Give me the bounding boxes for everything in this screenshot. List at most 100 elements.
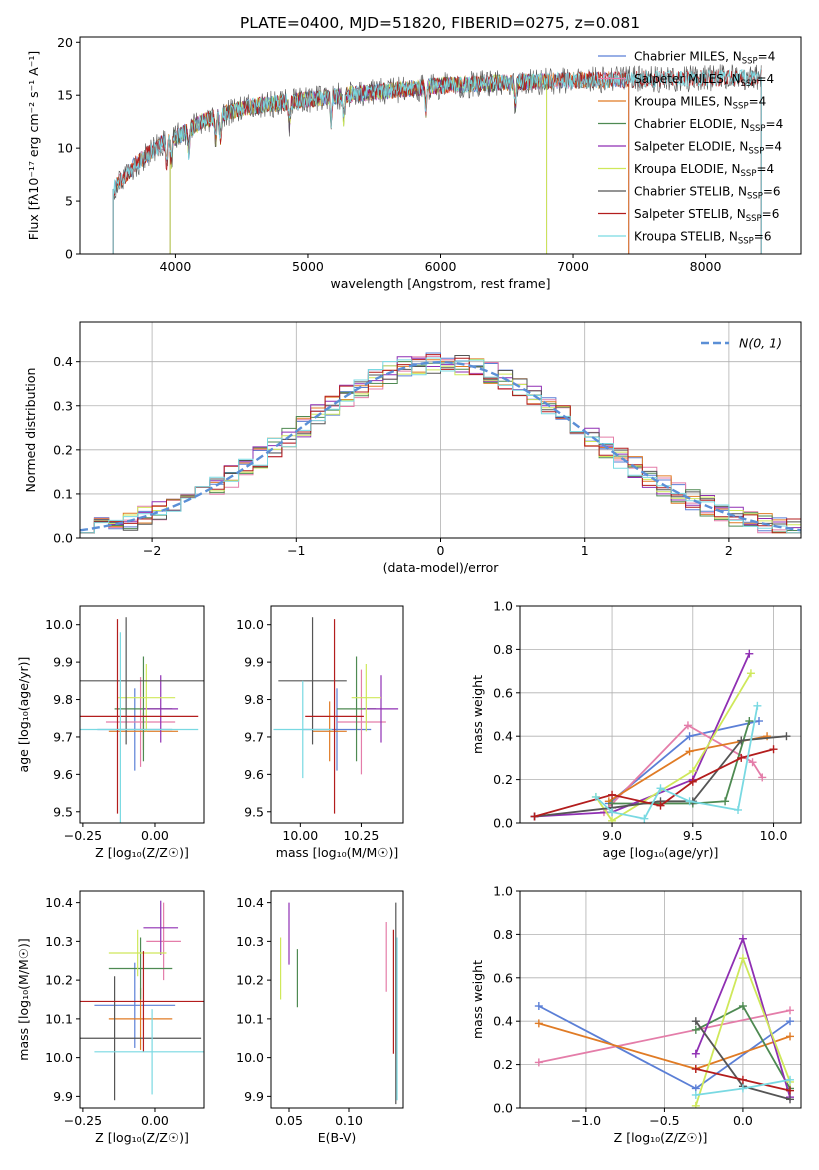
weight-marker xyxy=(746,669,755,678)
age_vs_mass-panel: 10.00 10.25 9.5 9.6 9.7 9.8 9.9 10.0 mass [log₁₀… xyxy=(236,605,404,860)
y-tick-label: 10.0 xyxy=(236,1050,264,1065)
error-bar-point xyxy=(94,1009,204,1095)
y-tick-label: 9.5 xyxy=(53,804,73,819)
weight-line xyxy=(608,735,768,803)
y-tick-label: 10.4 xyxy=(45,895,73,910)
x-tick-label: −2 xyxy=(143,543,161,558)
weight-marker xyxy=(721,797,730,806)
normal-curve xyxy=(80,360,801,532)
y-tick-label: 0.2 xyxy=(53,442,73,457)
spectrum-plot-area xyxy=(112,64,762,254)
error-bar-point xyxy=(305,619,364,814)
weight-marker xyxy=(745,649,754,658)
error-bar-point xyxy=(363,675,399,743)
weight-marker xyxy=(685,797,694,806)
weight-marker xyxy=(656,801,665,810)
x-tick-label: −0.25 xyxy=(64,1113,102,1128)
y-tick-label: 0.4 xyxy=(53,354,73,369)
error-bar-point xyxy=(108,929,167,977)
x-tick-label: 0.00 xyxy=(141,828,169,843)
y-axis-label: mass weight xyxy=(470,675,485,754)
residuals-panel: −2 −1 0 1 2 0.0 0.1 0.2 0.3 0.4 (data-model)/error… xyxy=(23,321,802,575)
weight-marker xyxy=(782,732,791,741)
legend-entry: Kroupa STELIB, NSSP=6 xyxy=(634,230,772,247)
y-tick-label: 9.9 xyxy=(53,1089,73,1104)
legend-entry: Salpeter MILES, NSSP=4 xyxy=(634,72,774,89)
y-tick-label: 0.0 xyxy=(53,531,73,546)
x-tick-label: 7000 xyxy=(557,259,589,274)
weight-marker xyxy=(534,1002,543,1011)
weight-marker xyxy=(738,1002,747,1011)
error-bar-point xyxy=(351,663,381,732)
weight-marker xyxy=(748,758,757,767)
weight-marker xyxy=(683,721,692,730)
x-tick-label: 1 xyxy=(581,543,589,558)
weight-marker xyxy=(691,1049,700,1058)
age_vs_mass-plot-area xyxy=(273,617,399,814)
age_vs_Z-plot-area xyxy=(80,617,204,823)
residuals-plot-area xyxy=(80,352,801,534)
weight-line xyxy=(534,748,774,818)
figure-title: PLATE=0400, MJD=51820, FIBERID=0275, z=0… xyxy=(240,14,640,32)
weight-marker xyxy=(685,747,694,756)
x-tick-label: 5000 xyxy=(292,259,324,274)
spectrum-panel: 4000 5000 6000 7000 8000 0 5 10 15 20 wavelength [… xyxy=(26,35,802,291)
x-axis-label: (data-model)/error xyxy=(383,560,500,575)
y-tick-label: 10.0 xyxy=(236,617,264,632)
x-axis-label: Z [log₁₀(Z/Z☉)] xyxy=(614,1130,708,1145)
y-tick-label: 1.0 xyxy=(493,884,513,899)
weight-marker xyxy=(786,1032,795,1041)
error-bar-point xyxy=(143,900,179,955)
y-tick-label: 10.2 xyxy=(45,973,73,988)
error-bar-point xyxy=(80,632,199,823)
weight-marker xyxy=(786,1095,795,1104)
error-bar-point xyxy=(80,951,204,1052)
weight_vs_age-plot-area xyxy=(530,649,791,823)
error-bar-point xyxy=(80,617,204,745)
weight-marker xyxy=(534,1058,543,1067)
mass_vs_Z-plot-area xyxy=(80,900,204,1101)
y-tick-label: 9.7 xyxy=(244,729,264,744)
y-tick-label: 9.6 xyxy=(244,767,264,782)
legend-entry: N(0, 1) xyxy=(739,336,782,351)
x-tick-label: 8000 xyxy=(690,259,722,274)
x-tick-label: 0.10 xyxy=(335,1113,363,1128)
mass_vs_Z-axes: −0.25 0.00 9.9 10.0 10.1 10.2 10.3 10.4 Z [log₁₀… xyxy=(16,890,205,1145)
y-tick-label: 0.2 xyxy=(493,1057,513,1072)
y-tick-label: 0.2 xyxy=(493,772,513,787)
weight-marker xyxy=(786,1006,795,1015)
weight-marker xyxy=(534,1019,543,1028)
y-tick-label: 0 xyxy=(65,247,73,262)
y-tick-label: 10.3 xyxy=(236,934,264,949)
age_vs_mass-axes: 10.00 10.25 9.5 9.6 9.7 9.8 9.9 10.0 mass [log₁₀… xyxy=(236,605,404,860)
x-tick-label: 9.0 xyxy=(602,828,622,843)
axes-frame xyxy=(519,890,802,1109)
x-tick-label: 4000 xyxy=(160,259,192,274)
y-axis-label: Flux [fλ10⁻¹⁷ erg cm⁻² s⁻¹ A⁻¹] xyxy=(26,51,41,240)
mass_vs_EBV-axes: 0.05 0.10 9.9 10.0 10.1 10.2 10.3 10.4 E(B-V) xyxy=(236,890,404,1145)
weight-line xyxy=(534,653,751,818)
x-tick-label: −0.25 xyxy=(64,828,102,843)
axes-frame xyxy=(270,890,404,1109)
weight-marker xyxy=(640,814,649,823)
x-tick-label: 6000 xyxy=(425,259,457,274)
weight_vs_Z-panel: −1.0 −0.5 0.0 0.0 0.2 0.4 0.6 0.8 1.0 Z [log₁₀(Z/… xyxy=(470,884,802,1145)
error-bar-point xyxy=(94,962,176,1048)
y-tick-label: 9.8 xyxy=(244,692,264,707)
y-tick-label: 9.5 xyxy=(244,804,264,819)
weight-marker xyxy=(737,736,746,745)
x-tick-label: 9.5 xyxy=(683,828,703,843)
weight-marker xyxy=(758,773,767,782)
y-tick-label: 0.6 xyxy=(493,970,513,985)
weight-marker xyxy=(745,717,754,726)
weight-marker xyxy=(691,1017,700,1026)
axes-frame xyxy=(270,605,404,824)
weight-marker xyxy=(786,1017,795,1026)
legend-entry: Chabrier ELODIE, NSSP=4 xyxy=(634,117,783,134)
weight-marker xyxy=(530,812,539,821)
residuals-legend: N(0, 1) xyxy=(701,336,782,351)
error-bar-point xyxy=(278,617,347,745)
y-tick-label: 10.0 xyxy=(45,617,73,632)
legend-entry: Kroupa MILES, NSSP=4 xyxy=(634,95,766,112)
